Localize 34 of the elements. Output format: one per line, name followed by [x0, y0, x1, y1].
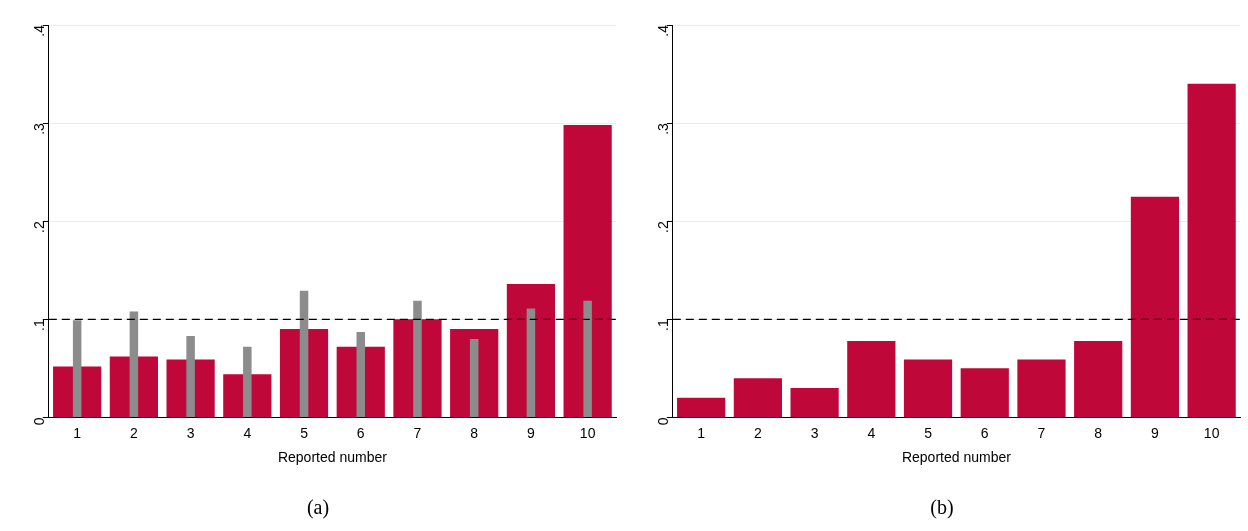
y-tick-label: .1: [654, 319, 671, 331]
x-axis-title: Reported number: [901, 449, 1012, 466]
x-tick-label: 9: [1151, 424, 1160, 441]
y-tick-label: .4: [30, 24, 47, 37]
x-tick-label: 1: [697, 424, 706, 441]
x-tick-label: 8: [470, 424, 479, 441]
y-tick-label: .2: [30, 221, 47, 233]
x-tick-label: 10: [1203, 424, 1220, 441]
x-tick-label: 5: [924, 424, 933, 441]
x-tick-label: 2: [753, 424, 762, 441]
y-tick-label: .3: [654, 122, 671, 135]
x-tick-label: 7: [1037, 424, 1046, 441]
x-tick-label: 3: [186, 424, 195, 441]
x-tick-label: 6: [356, 424, 365, 441]
x-tick-label: 1: [73, 424, 82, 441]
y-tick-label: .3: [30, 122, 47, 135]
x-tick-label: 9: [527, 424, 536, 441]
y-tick-label: .1: [30, 319, 47, 331]
x-tick-label: 10: [579, 424, 596, 441]
x-tick-label: 3: [810, 424, 819, 441]
x-axis-title: Reported number: [277, 449, 388, 466]
x-tick-label: 2: [129, 424, 138, 441]
x-tick-label: 6: [980, 424, 989, 441]
x-tick-label: 4: [867, 424, 876, 441]
x-tick-label: 4: [243, 424, 252, 441]
text: (b): [930, 496, 954, 520]
y-tick-label: .2: [654, 221, 671, 233]
y-tick-label: 0: [30, 417, 47, 426]
y-tick-label: .4: [654, 24, 671, 37]
x-tick-label: 5: [300, 424, 309, 441]
y-tick-label: 0: [654, 417, 671, 426]
x-tick-label: 7: [413, 424, 422, 441]
text: (a): [306, 496, 330, 520]
x-tick-label: 8: [1094, 424, 1103, 441]
